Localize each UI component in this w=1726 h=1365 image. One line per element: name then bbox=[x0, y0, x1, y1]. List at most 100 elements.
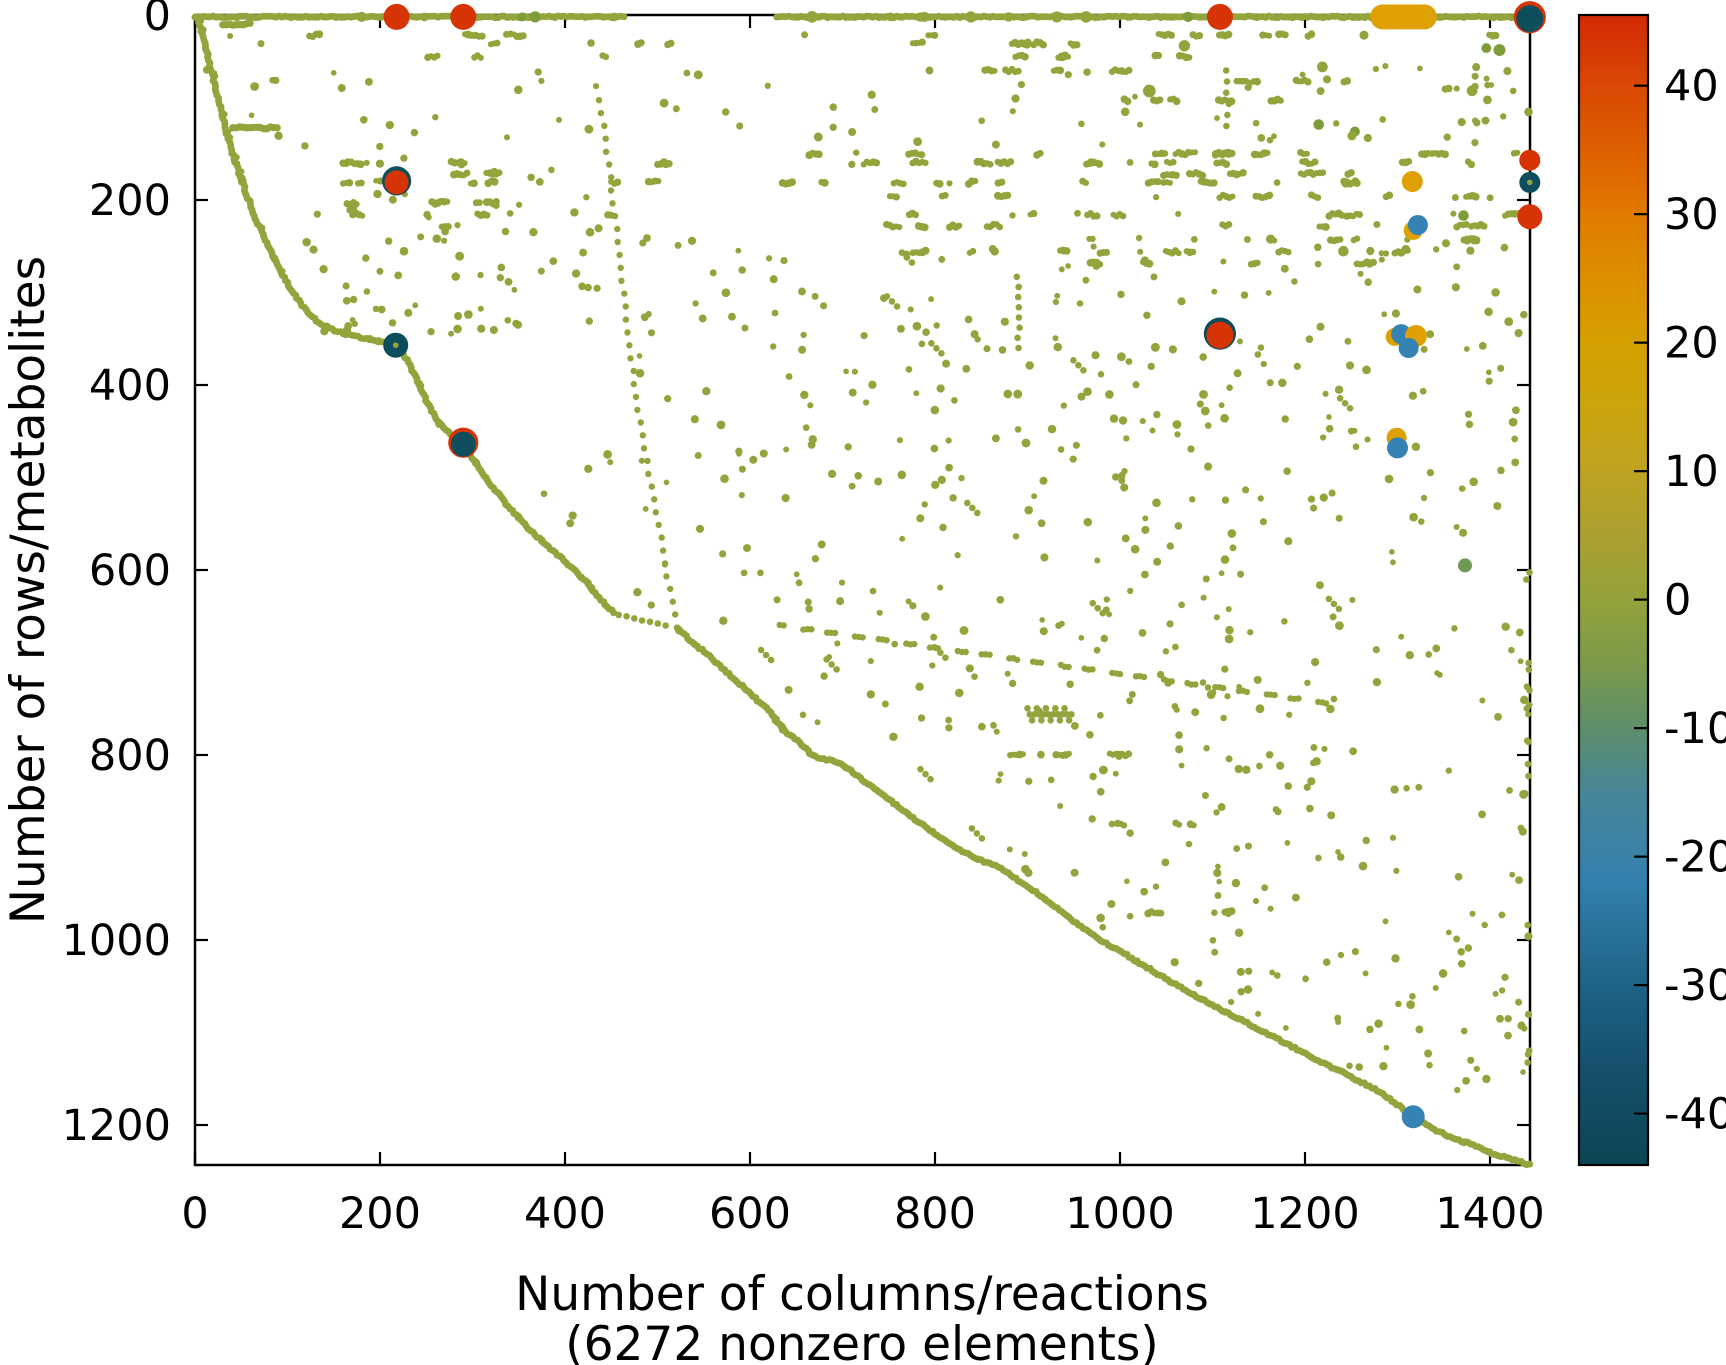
y-tick-label: 800 bbox=[89, 731, 171, 781]
matrix-dot bbox=[1143, 311, 1151, 320]
matrix-dot bbox=[1520, 310, 1528, 319]
diagonal-dot bbox=[609, 200, 616, 207]
matrix-dot bbox=[930, 633, 938, 641]
matrix-dot bbox=[986, 160, 994, 168]
matrix-dot bbox=[1063, 711, 1071, 718]
matrix-dot bbox=[1075, 362, 1082, 369]
matrix-dot bbox=[964, 315, 973, 324]
matrix-dot bbox=[933, 345, 940, 352]
top-row-dot bbox=[919, 11, 930, 22]
matrix-dot bbox=[946, 180, 953, 187]
matrix-dot bbox=[1343, 77, 1352, 85]
matrix-dot bbox=[1420, 494, 1428, 502]
large-coefficient-dot bbox=[1401, 171, 1423, 192]
matrix-dot bbox=[1372, 646, 1380, 654]
matrix-dot bbox=[969, 504, 976, 512]
matrix-dot bbox=[1457, 948, 1465, 956]
matrix-dot bbox=[1099, 609, 1106, 617]
colorbar-tick-label: 40 bbox=[1664, 62, 1719, 112]
matrix-dot bbox=[356, 160, 365, 169]
matrix-dot bbox=[1220, 714, 1227, 722]
matrix-dot bbox=[1166, 542, 1174, 550]
matrix-dot bbox=[1390, 785, 1399, 794]
colorbar-tick-label: 10 bbox=[1664, 447, 1719, 497]
matrix-dot bbox=[1285, 248, 1292, 256]
matrix-dot bbox=[568, 511, 577, 520]
matrix-dot bbox=[1330, 695, 1338, 703]
matrix-dot bbox=[1265, 751, 1274, 759]
matrix-dot bbox=[1357, 270, 1364, 277]
matrix-dot bbox=[1257, 134, 1266, 142]
matrix-dot bbox=[639, 239, 647, 247]
diagonal-dot bbox=[831, 629, 839, 637]
matrix-dot bbox=[375, 159, 385, 168]
matrix-dot bbox=[483, 211, 491, 219]
matrix-dot bbox=[1037, 750, 1045, 759]
matrix-dot bbox=[1125, 358, 1133, 365]
matrix-dot bbox=[1355, 1063, 1364, 1071]
matrix-dot bbox=[900, 180, 907, 188]
matrix-dot bbox=[1009, 212, 1016, 219]
matrix-dot bbox=[1525, 659, 1532, 667]
diagonal-dot bbox=[638, 617, 646, 624]
matrix-dot bbox=[769, 275, 778, 284]
matrix-dot bbox=[869, 587, 877, 595]
matrix-dot bbox=[942, 359, 951, 368]
matrix-dot bbox=[1038, 717, 1045, 724]
matrix-dot bbox=[773, 596, 781, 604]
matrix-dot bbox=[1257, 344, 1265, 351]
matrix-dot bbox=[1223, 122, 1230, 130]
matrix-dot bbox=[913, 137, 923, 147]
matrix-dot bbox=[736, 122, 744, 130]
matrix-dot bbox=[1500, 243, 1509, 252]
matrix-dot bbox=[922, 328, 930, 337]
matrix-dot bbox=[400, 154, 408, 162]
matrix-dot bbox=[1266, 32, 1273, 39]
matrix-dot bbox=[1405, 158, 1413, 165]
matrix-dot bbox=[1157, 909, 1165, 917]
matrix-dot bbox=[273, 124, 281, 132]
matrix-dot bbox=[823, 656, 830, 663]
matrix-dot bbox=[345, 179, 354, 187]
matrix-dot bbox=[1171, 643, 1179, 651]
matrix-dot bbox=[1070, 868, 1079, 877]
matrix-dot bbox=[1271, 237, 1278, 244]
matrix-dot bbox=[1073, 41, 1081, 49]
matrix-dot bbox=[1409, 512, 1418, 522]
matrix-dot bbox=[1004, 670, 1011, 677]
matrix-dot bbox=[871, 106, 879, 113]
matrix-dot bbox=[432, 113, 439, 121]
matrix-dot bbox=[921, 612, 930, 621]
matrix-dot bbox=[1389, 834, 1397, 841]
diagonal-dot bbox=[595, 97, 603, 104]
matrix-dot bbox=[1178, 40, 1191, 52]
matrix-dot bbox=[664, 395, 672, 403]
matrix-dot bbox=[1000, 317, 1009, 326]
matrix-dot bbox=[1120, 107, 1130, 117]
x-tick-label: 1200 bbox=[1250, 1189, 1359, 1239]
diagonal-dot bbox=[597, 109, 605, 117]
matrix-dot bbox=[555, 116, 563, 123]
matrix-dot bbox=[1393, 867, 1400, 875]
colorbar-tick-label: 30 bbox=[1664, 190, 1719, 240]
matrix-dot bbox=[1117, 290, 1125, 299]
diagonal-dot bbox=[611, 212, 619, 220]
matrix-dot bbox=[1491, 31, 1500, 40]
diagonal-dot bbox=[614, 225, 621, 233]
matrix-dot bbox=[1473, 119, 1481, 127]
matrix-dot bbox=[896, 324, 905, 333]
matrix-dot bbox=[719, 616, 728, 625]
matrix-dot bbox=[1341, 400, 1349, 407]
matrix-dot bbox=[811, 554, 820, 563]
matrix-dot bbox=[896, 223, 903, 231]
matrix-dot bbox=[549, 257, 558, 265]
matrix-dot bbox=[1150, 342, 1160, 352]
matrix-dot bbox=[1014, 334, 1021, 342]
matrix-dot bbox=[1112, 770, 1119, 777]
matrix-dot bbox=[1093, 646, 1101, 654]
matrix-dot bbox=[1224, 148, 1233, 157]
matrix-dot bbox=[1484, 307, 1493, 317]
matrix-dot bbox=[464, 310, 473, 319]
matrix-dot bbox=[1316, 322, 1325, 331]
matrix-dot bbox=[1441, 239, 1451, 248]
